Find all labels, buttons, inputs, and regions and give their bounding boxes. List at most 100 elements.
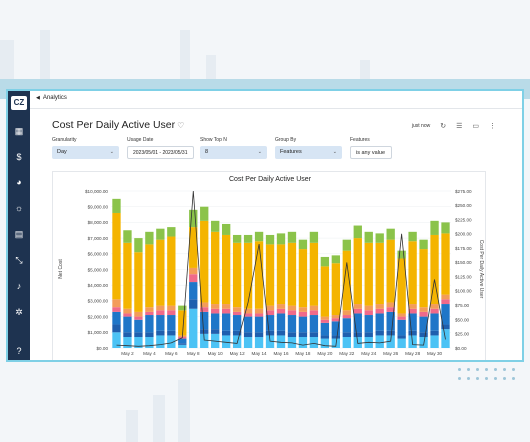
bar-segment[interactable] — [364, 315, 373, 333]
bar-segment[interactable] — [134, 311, 143, 317]
bar-segment[interactable] — [320, 256, 330, 267]
bar-segment[interactable] — [331, 255, 341, 264]
bar-segment[interactable] — [232, 242, 242, 308]
bar-segment[interactable] — [243, 337, 253, 348]
bar-segment[interactable] — [211, 304, 220, 309]
bar-segment[interactable] — [243, 234, 253, 243]
bar-segment[interactable] — [221, 223, 231, 235]
bar-segment[interactable] — [134, 332, 143, 338]
bar-segment[interactable] — [408, 330, 417, 336]
bar-segment[interactable] — [178, 310, 187, 336]
bar-segment[interactable] — [134, 337, 143, 348]
bar-segment[interactable] — [167, 315, 176, 331]
bar-segment[interactable] — [178, 305, 187, 311]
bar-segment[interactable] — [419, 239, 428, 250]
bar-segment[interactable] — [364, 242, 373, 306]
bar-segment[interactable] — [189, 227, 198, 268]
bar-segment[interactable] — [178, 344, 187, 348]
bar-segment[interactable] — [320, 322, 330, 336]
bar-segment[interactable] — [408, 313, 417, 331]
bar-segment[interactable] — [364, 305, 373, 311]
bar-segment[interactable] — [167, 227, 176, 237]
bar-segment[interactable] — [112, 307, 121, 312]
bar-segment[interactable] — [364, 310, 373, 316]
bar-segment[interactable] — [309, 337, 319, 348]
bar-segment[interactable] — [189, 209, 198, 228]
bar-segment[interactable] — [276, 308, 286, 314]
bar-segment[interactable] — [331, 321, 341, 336]
bar-segment[interactable] — [386, 311, 395, 331]
usage-date-picker[interactable]: 2023/05/01 - 2023/05/31 — [127, 146, 194, 159]
bar-segment[interactable] — [397, 316, 406, 320]
resize-icon[interactable]: ⤡ — [15, 255, 23, 265]
bar-segment[interactable] — [408, 241, 417, 305]
bar-segment[interactable] — [342, 239, 351, 251]
bar-segment[interactable] — [232, 330, 242, 336]
bar-segment[interactable] — [430, 330, 439, 336]
bar-segment[interactable] — [309, 310, 319, 316]
bar-segment[interactable] — [232, 307, 242, 312]
bar-segment[interactable] — [200, 220, 209, 303]
bar-segment[interactable] — [331, 263, 341, 316]
bar-segment[interactable] — [112, 332, 121, 348]
bar-segment[interactable] — [441, 222, 450, 234]
bar-segment[interactable] — [298, 316, 308, 333]
bar-segment[interactable] — [123, 230, 132, 243]
bar-segment[interactable] — [276, 244, 286, 305]
bar-segment[interactable] — [145, 315, 154, 333]
bar-segment[interactable] — [200, 329, 209, 334]
bar-segment[interactable] — [167, 335, 176, 348]
dashboard-icon[interactable]: ▦ — [14, 126, 24, 136]
bar-segment[interactable] — [221, 313, 231, 331]
bar-segment[interactable] — [287, 315, 297, 333]
bar-segment[interactable] — [353, 304, 362, 309]
bar-segment[interactable] — [397, 319, 406, 336]
bar-segment[interactable] — [375, 233, 384, 243]
bar-segment[interactable] — [320, 335, 330, 339]
bar-segment[interactable] — [156, 315, 165, 331]
bar-segment[interactable] — [232, 311, 242, 316]
bar-segment[interactable] — [298, 337, 308, 348]
bar-segment[interactable] — [287, 305, 297, 311]
refresh-icon[interactable]: ↻ — [440, 123, 447, 130]
bar-segment[interactable] — [276, 335, 286, 348]
bar-segment[interactable] — [200, 307, 209, 312]
bar-segment[interactable] — [430, 304, 439, 309]
bar-segment[interactable] — [254, 337, 264, 348]
bar-segment[interactable] — [309, 305, 319, 311]
bar-segment[interactable] — [386, 307, 395, 312]
bar-segment[interactable] — [375, 335, 384, 348]
chart-pie-icon[interactable]: ◕ — [16, 177, 22, 187]
bar-segment[interactable] — [386, 335, 395, 348]
bar-segment[interactable] — [156, 239, 165, 306]
bar-segment[interactable] — [112, 299, 121, 308]
bar-segment[interactable] — [331, 318, 341, 322]
bar-segment[interactable] — [309, 332, 319, 338]
bar-segment[interactable] — [167, 330, 176, 336]
bar-segment[interactable] — [123, 332, 132, 338]
bar-segment[interactable] — [419, 337, 428, 348]
bar-segment[interactable] — [397, 335, 406, 339]
bar-segment[interactable] — [276, 233, 286, 245]
settings-icon[interactable]: ✲ — [15, 307, 23, 317]
bar-segment[interactable] — [430, 220, 439, 235]
bar-segment[interactable] — [375, 330, 384, 336]
bar-segment[interactable] — [375, 304, 384, 309]
more-options-icon[interactable]: ⋮ — [489, 123, 496, 130]
bell-icon[interactable]: ♪ — [16, 281, 22, 291]
help-icon[interactable]: ? — [16, 346, 22, 356]
bar-segment[interactable] — [364, 231, 373, 243]
bar-segment[interactable] — [342, 310, 351, 316]
bar-segment[interactable] — [123, 308, 132, 314]
bar-segment[interactable] — [211, 220, 220, 232]
bar-segment[interactable] — [145, 244, 154, 308]
bar-segment[interactable] — [123, 242, 132, 309]
bar-segment[interactable] — [320, 338, 330, 348]
bar-segment[interactable] — [287, 242, 297, 306]
bar-segment[interactable] — [441, 299, 450, 305]
bar-segment[interactable] — [408, 231, 417, 242]
bar-segment[interactable] — [232, 234, 242, 243]
bar-segment[interactable] — [189, 299, 198, 309]
bar-segment[interactable] — [375, 313, 384, 331]
bar-segment[interactable] — [167, 236, 176, 306]
